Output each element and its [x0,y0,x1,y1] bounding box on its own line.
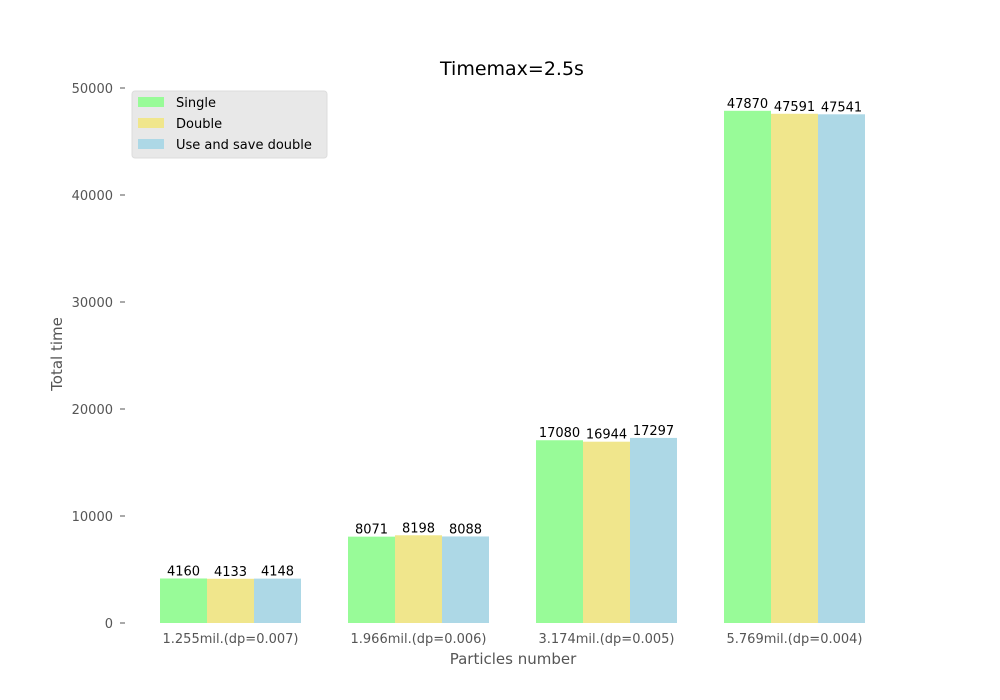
bar-value-label: 47870 [727,97,768,112]
y-axis: 0 10000 20000 30000 40000 50000 [72,82,125,632]
bar-double [395,535,442,623]
legend-entry-label: Use and save double [176,138,312,153]
x-axis-label: Particles number [450,650,577,668]
chart-title: Timemax=2.5s [439,58,584,80]
bar-value-labels: 4160 4133 4148 8071 8198 8088 17080 16944 17297 4… [167,97,862,580]
x-axis: 1.255mil.(dp=0.007) 1.966mil.(dp=0.006) 3.… [163,632,863,647]
bar-double [207,578,254,623]
y-axis-label: Total time [48,317,66,392]
x-tick-label: 1.966mil.(dp=0.006) [351,632,487,647]
y-tick-label: 0 [105,617,113,632]
bar-value-label: 17080 [539,426,580,441]
bar-single [348,536,395,623]
bar-value-label: 8198 [402,521,435,536]
x-tick-label: 3.174mil.(dp=0.005) [539,632,675,647]
y-tick-label: 50000 [72,82,113,97]
bar-use-and-save-double [254,578,301,623]
bar-value-label: 4148 [261,565,294,580]
bar-value-label: 8071 [355,523,388,538]
bar-single [160,578,207,623]
bar-use-and-save-double [442,536,489,623]
y-tick-label: 30000 [72,296,113,311]
bar-single [536,440,583,623]
legend-swatch [138,97,164,107]
y-tick-label: 20000 [72,403,113,418]
bar-double [583,441,630,623]
bar-value-label: 16944 [586,428,627,443]
bar-single [724,110,771,623]
bars-group [160,110,865,623]
bar-value-label: 47591 [774,100,815,115]
bar-value-label: 47541 [821,100,862,115]
legend-swatch [138,118,164,128]
legend-entry-label: Double [176,117,222,132]
bar-value-label: 8088 [449,522,482,537]
legend-entry-label: Single [176,96,216,111]
y-tick-label: 10000 [72,510,113,525]
bar-value-label: 4133 [214,565,247,580]
legend: Single Double Use and save double [131,90,328,159]
legend-swatch [138,139,164,149]
y-tick-label: 40000 [72,189,113,204]
bar-value-label: 4160 [167,564,200,579]
bar-use-and-save-double [818,114,865,623]
bar-value-label: 17297 [633,424,674,439]
x-tick-label: 1.255mil.(dp=0.007) [163,632,299,647]
legend-box [131,90,328,159]
x-tick-label: 5.769mil.(dp=0.004) [727,632,863,647]
bar-double [771,113,818,623]
bar-use-and-save-double [630,437,677,623]
